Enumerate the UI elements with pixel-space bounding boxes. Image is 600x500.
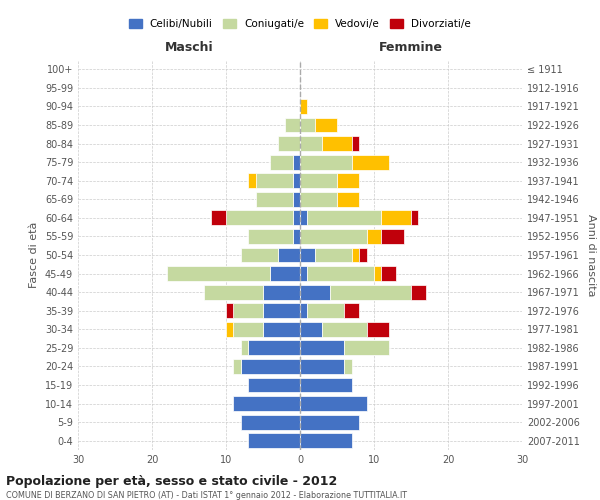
Bar <box>367 229 382 244</box>
Bar <box>344 340 389 355</box>
Bar <box>300 322 322 336</box>
Bar <box>352 248 359 262</box>
Bar <box>300 304 307 318</box>
Bar <box>233 322 263 336</box>
Bar <box>382 266 396 281</box>
Text: COMUNE DI BERZANO DI SAN PIETRO (AT) - Dati ISTAT 1° gennaio 2012 - Elaborazione: COMUNE DI BERZANO DI SAN PIETRO (AT) - D… <box>6 490 407 500</box>
Bar <box>278 248 300 262</box>
Bar <box>344 304 359 318</box>
Bar <box>329 284 411 300</box>
Text: Maschi: Maschi <box>164 42 214 54</box>
Bar <box>300 378 352 392</box>
Bar <box>271 266 300 281</box>
Bar <box>233 396 300 411</box>
Bar <box>315 118 337 132</box>
Bar <box>233 359 241 374</box>
Bar <box>293 229 300 244</box>
Bar <box>167 266 271 281</box>
Bar <box>248 340 300 355</box>
Bar <box>315 248 352 262</box>
Bar <box>241 359 300 374</box>
Bar <box>263 284 300 300</box>
Y-axis label: Fasce di età: Fasce di età <box>29 222 39 288</box>
Bar <box>226 304 233 318</box>
Bar <box>271 154 293 170</box>
Bar <box>300 248 315 262</box>
Bar <box>300 99 307 114</box>
Text: Popolazione per età, sesso e stato civile - 2012: Popolazione per età, sesso e stato civil… <box>6 475 337 488</box>
Bar <box>233 304 263 318</box>
Bar <box>226 322 233 336</box>
Bar <box>248 378 300 392</box>
Legend: Celibi/Nubili, Coniugati/e, Vedovi/e, Divorziati/e: Celibi/Nubili, Coniugati/e, Vedovi/e, Di… <box>125 14 475 33</box>
Bar <box>411 210 418 226</box>
Bar <box>344 359 352 374</box>
Bar <box>300 229 367 244</box>
Bar <box>293 192 300 206</box>
Bar <box>300 210 307 226</box>
Bar <box>300 136 322 151</box>
Bar <box>300 414 359 430</box>
Bar <box>307 210 382 226</box>
Bar <box>204 284 263 300</box>
Bar <box>248 229 293 244</box>
Bar <box>322 322 367 336</box>
Bar <box>241 248 278 262</box>
Bar <box>263 304 300 318</box>
Text: Femmine: Femmine <box>379 42 443 54</box>
Bar <box>300 359 344 374</box>
Bar <box>293 174 300 188</box>
Bar <box>307 266 374 281</box>
Bar <box>300 154 352 170</box>
Bar <box>263 322 300 336</box>
Bar <box>300 266 307 281</box>
Bar <box>256 174 293 188</box>
Bar <box>293 210 300 226</box>
Bar <box>248 174 256 188</box>
Bar <box>300 284 329 300</box>
Bar <box>241 414 300 430</box>
Bar <box>300 118 315 132</box>
Bar <box>300 434 352 448</box>
Bar <box>300 192 337 206</box>
Bar <box>322 136 352 151</box>
Bar <box>226 210 293 226</box>
Bar <box>300 340 344 355</box>
Bar <box>337 174 359 188</box>
Bar <box>367 322 389 336</box>
Bar <box>300 174 337 188</box>
Bar <box>411 284 426 300</box>
Bar <box>211 210 226 226</box>
Bar <box>285 118 300 132</box>
Bar <box>352 136 359 151</box>
Bar <box>248 434 300 448</box>
Bar <box>307 304 344 318</box>
Bar <box>382 229 404 244</box>
Bar <box>352 154 389 170</box>
Bar <box>256 192 293 206</box>
Bar <box>337 192 359 206</box>
Bar <box>293 154 300 170</box>
Bar <box>374 266 382 281</box>
Bar <box>300 396 367 411</box>
Bar <box>382 210 411 226</box>
Bar <box>359 248 367 262</box>
Bar <box>241 340 248 355</box>
Bar <box>278 136 300 151</box>
Y-axis label: Anni di nascita: Anni di nascita <box>586 214 596 296</box>
